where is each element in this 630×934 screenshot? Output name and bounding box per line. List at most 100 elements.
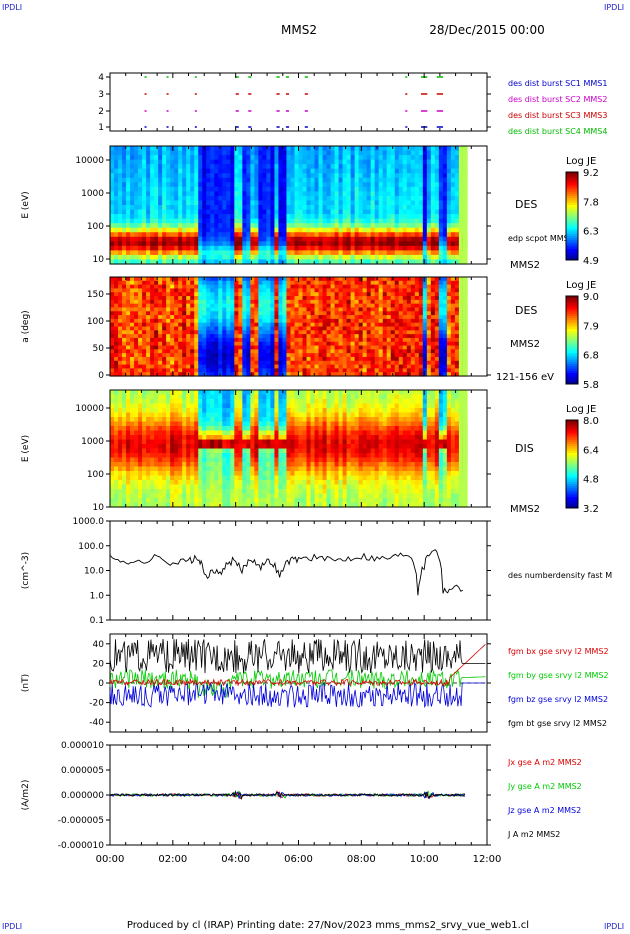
des-pitch-cell [438,330,444,335]
des-pitch-cell [338,356,344,362]
des-energy-cell [286,177,292,183]
des-energy-cell [342,209,348,215]
des-pitch-cell [286,372,292,377]
des-pitch-cell [254,311,259,316]
des-pitch-cell [134,334,139,339]
des-pitch-cell [358,307,364,312]
des-energy-cell [342,254,348,261]
des-energy-cell [378,182,384,188]
des-pitch-cell [230,353,235,358]
des-pitch-cell [250,288,255,293]
des-pitch-cell [422,303,428,309]
des-energy-cell [122,200,127,206]
des-pitch-cell [242,288,247,293]
des-pitch-cell [258,284,264,290]
des-pitch-cell [338,311,344,316]
des-energy-cell [274,159,280,165]
des-pitch-cell [398,315,404,320]
des-energy-cell [266,182,272,188]
des-pitch-cell [438,315,444,320]
des-pitch-cell [154,307,159,312]
des-pitch-cell [302,364,308,369]
des-energy-cell [362,191,368,197]
des-pitch-cell [370,284,376,290]
des-energy-cell [442,245,448,251]
des-energy-cell [182,254,187,261]
des-energy-cell [334,232,340,238]
des-energy-cell [434,218,440,224]
des-energy-cell [262,164,268,170]
des-pitch-cell [210,330,215,335]
des-energy-cell [246,259,251,265]
des-pitch-cell [178,330,183,335]
des-energy-cell [142,191,147,197]
des-pitch-cell [130,277,135,282]
des-energy-cell [370,200,376,206]
des-energy-cell [338,146,344,152]
des-pitch-cell [142,322,147,328]
des-pitch-cell [334,280,340,286]
des-pitch-cell [262,368,268,373]
des-pitch-cell [438,288,444,293]
des-pitch-cell [242,322,247,328]
des-energy-cell [354,159,360,165]
des-energy-cell [426,146,432,152]
des-energy-cell [190,214,195,220]
des-energy-cell [238,168,243,174]
des-energy-cell [158,186,163,192]
des-energy-cell [146,150,151,156]
des-pitch-cell [234,318,239,324]
des-energy-cell [118,146,123,152]
des-pitch-cell [202,284,207,290]
des-pitch-cell [402,315,408,320]
des-pitch-cell [162,318,167,324]
des-pitch-cell [442,322,448,328]
des-pitch-cell [186,296,191,301]
des-energy-cell [398,146,404,152]
des-pitch-cell [326,364,332,369]
des-pitch-cell [198,292,203,297]
des-energy-cell [178,159,183,165]
des-energy-cell [198,209,203,215]
des-energy-cell [326,227,332,233]
des-pitch-cell [198,307,203,312]
des-pitch-cell [386,280,392,286]
des-pitch-cell [442,315,448,320]
des-pitch-cell [174,360,179,366]
dis-energy-cell [118,484,123,490]
des-energy-cell [366,164,372,170]
des-energy-cell [246,245,251,251]
des-energy-cell [278,227,284,233]
des-pitch-cell [454,364,460,369]
des-energy-cell [386,173,392,179]
des-pitch-cell [358,356,364,362]
des-pitch-cell [246,330,251,335]
des-pitch-cell [342,334,348,339]
des-energy-cell [210,236,215,242]
des-energy-cell [338,159,344,165]
des-pitch-cell [330,349,336,354]
des-pitch-cell [366,372,372,377]
des-pitch-cell [406,292,412,297]
des-pitch-cell [378,311,384,316]
des-energy-cell [138,214,143,220]
des-pitch-cell [182,277,187,282]
des-energy-cell [362,186,368,192]
des-pitch-cell [362,345,368,350]
des-energy-cell [222,250,227,256]
des-energy-cell [230,200,235,206]
des-energy-cell [190,245,195,251]
des-energy-cell [150,241,155,247]
des-pitch-cell [290,296,296,301]
des-energy-cell [174,218,179,224]
des-pitch-cell [190,356,195,362]
des-energy-cell [346,146,352,152]
des-energy-cell [138,177,143,183]
des-energy-cell [290,214,296,220]
des-energy-cell [190,155,195,161]
des-energy-cell [202,150,207,156]
des-pitch-cell [122,330,127,335]
des-energy-cell [366,159,372,165]
des-energy-cell [170,168,175,174]
des-energy-cell [238,195,243,202]
